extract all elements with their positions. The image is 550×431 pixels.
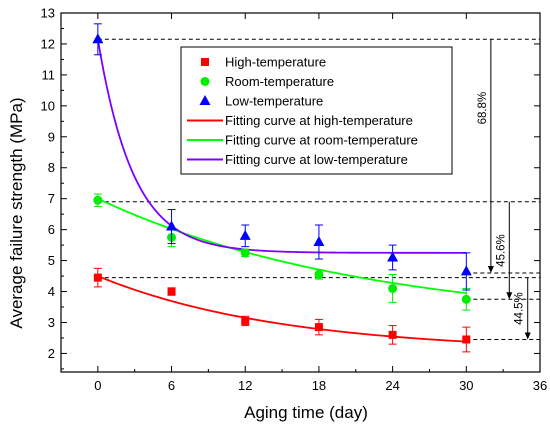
annotation-arrowhead <box>524 332 531 340</box>
data-point <box>93 273 102 282</box>
data-point <box>314 270 324 280</box>
legend-label: High-temperature <box>225 55 326 70</box>
data-point <box>314 323 323 332</box>
fit-curve <box>96 39 467 254</box>
legend-label: Fitting curve at low-temperature <box>225 152 408 167</box>
y-tick-label: 8 <box>48 160 55 175</box>
legend-marker <box>200 77 210 86</box>
plot-area: 0 6 12 18 24 30 36 2 3 4 5 6 7 8 9 10 11 12 13 68.8% 45.6% 44… <box>41 6 548 394</box>
data-point <box>241 316 250 325</box>
data-point <box>387 251 399 262</box>
y-tick-label: 11 <box>42 67 56 82</box>
legend-label: Room-temperature <box>225 74 334 89</box>
data-point <box>388 283 398 293</box>
fit-curve <box>97 197 467 295</box>
annotation-arrowhead <box>487 265 494 273</box>
y-tick-label: 2 <box>48 346 55 361</box>
data-point <box>313 236 325 247</box>
x-tick-label: 18 <box>312 378 326 393</box>
data-point <box>166 220 178 231</box>
y-tick-label: 3 <box>48 315 55 330</box>
y-axis-title: Average failure strength (MPa) <box>7 97 26 328</box>
y-tick-label: 12 <box>41 36 55 51</box>
y-tick-label: 6 <box>48 222 55 237</box>
x-tick-label: 24 <box>385 378 399 393</box>
legend-marker <box>201 58 209 66</box>
y-tick-label: 4 <box>48 284 55 299</box>
y-tick-label: 7 <box>48 191 55 206</box>
x-axis-title: Aging time (day) <box>244 403 368 422</box>
legend-marker <box>199 95 211 105</box>
y-tick-label: 5 <box>48 253 55 268</box>
x-tick-label: 12 <box>238 378 252 393</box>
annotation-label: 44.5% <box>514 292 526 325</box>
x-tick-label: 30 <box>459 378 473 393</box>
plot-frame <box>60 12 541 373</box>
x-tick-label: 36 <box>533 378 547 393</box>
legend-label: Fitting curve at room-temperature <box>225 133 418 148</box>
fit-curve <box>97 275 467 343</box>
y-tick-label: 10 <box>41 98 55 113</box>
annotation-label: 68.8% <box>477 92 489 125</box>
annotation-label: 45.6% <box>495 234 507 267</box>
data-point <box>462 335 471 344</box>
data-point <box>167 287 176 296</box>
data-point <box>93 195 103 205</box>
data-point <box>92 33 104 44</box>
annotation-arrowhead <box>506 292 513 300</box>
data-point <box>239 229 251 240</box>
legend-label: Low-temperature <box>225 94 323 109</box>
x-tick-label: 6 <box>168 378 175 393</box>
x-tick-label: 0 <box>94 378 101 393</box>
legend-box <box>180 46 453 175</box>
y-tick-label: 13 <box>41 6 55 21</box>
data-point <box>240 248 250 258</box>
y-tick-label: 9 <box>48 129 55 144</box>
data-point <box>460 265 472 276</box>
data-point <box>461 294 471 304</box>
data-point <box>388 330 397 339</box>
legend-label: Fitting curve at high-temperature <box>225 113 413 128</box>
